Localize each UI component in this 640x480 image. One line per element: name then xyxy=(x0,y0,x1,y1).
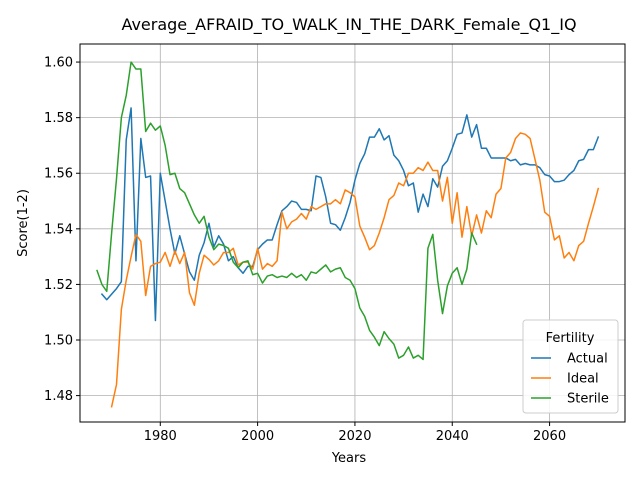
grid xyxy=(80,44,625,422)
x-tick-label: 2060 xyxy=(533,429,566,444)
x-tick-label: 2020 xyxy=(338,429,371,444)
x-tick-label: 2040 xyxy=(436,429,469,444)
plot-frame xyxy=(79,43,626,423)
chart-title: Average_AFRAID_TO_WALK_IN_THE_DARK_Femal… xyxy=(121,15,576,35)
legend-entry-ideal: Ideal xyxy=(567,372,599,387)
x-tick-label: 2000 xyxy=(241,429,274,444)
y-tick-label: 1.52 xyxy=(44,278,73,293)
y-tick-label: 1.56 xyxy=(44,167,73,182)
series-line-ideal xyxy=(110,132,600,408)
y-tick-label: 1.54 xyxy=(44,222,73,237)
legend-entry-sterile: Sterile xyxy=(567,392,609,407)
y-axis-ticks: 1.48 1.50 1.52 1.54 1.56 1.58 1.60 xyxy=(44,56,80,404)
y-tick-label: 1.58 xyxy=(44,111,73,126)
y-tick-label: 1.50 xyxy=(44,334,73,349)
x-axis-ticks: 1980 2000 2020 2040 2060 xyxy=(144,422,566,444)
legend-title: Fertility xyxy=(546,331,595,346)
y-tick-label: 1.60 xyxy=(44,56,73,71)
y-axis-label: Score(1-2) xyxy=(16,189,31,257)
legend: Fertility Actual Ideal Sterile xyxy=(522,319,619,414)
y-tick-label: 1.48 xyxy=(44,389,73,404)
series-layer xyxy=(96,61,600,408)
legend-entry-actual: Actual xyxy=(567,352,608,367)
legend-items: Actual Ideal Sterile xyxy=(531,352,609,407)
x-axis-label: Years xyxy=(331,451,367,466)
legend-box xyxy=(522,319,619,414)
series-line-sterile xyxy=(96,61,478,361)
x-tick-label: 1980 xyxy=(144,429,177,444)
